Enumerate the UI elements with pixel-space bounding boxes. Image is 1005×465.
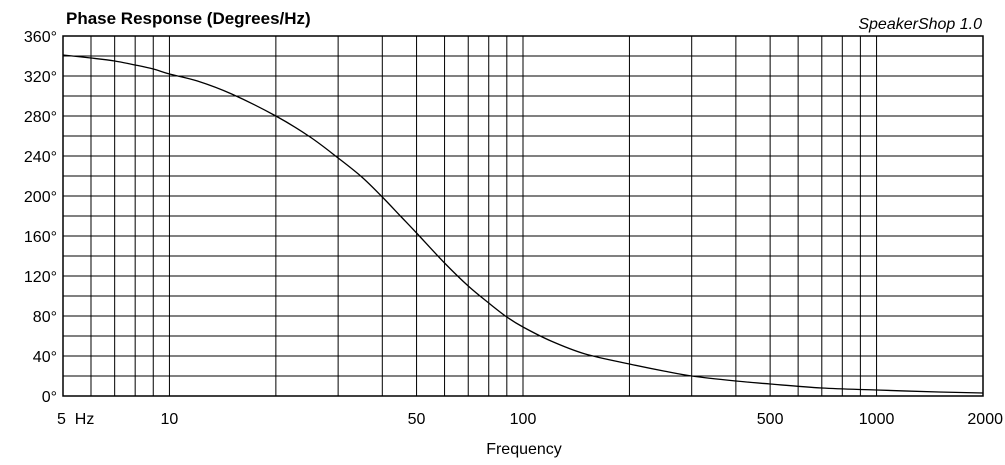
x-tick-label: 50 [408, 411, 426, 428]
x-tick-label: 100 [510, 411, 537, 428]
y-tick-label: 120° [24, 269, 57, 286]
x-axis-ticks: 5 Hz 10 50 100 500 1000 2000 [57, 411, 1003, 428]
y-tick-label: 280° [24, 109, 57, 126]
x-tick-label: 10 [161, 411, 179, 428]
phase-curve [62, 54, 984, 394]
y-axis-ticks: 0° 40° 80° 120° 160° 200° 240° 280° 320° 360° [24, 29, 57, 406]
chart-title: Phase Response (Degrees/Hz) [66, 9, 311, 28]
y-tick-label: 360° [24, 29, 57, 46]
x-axis-label: Frequency [486, 441, 562, 458]
y-tick-label: 0° [42, 389, 57, 406]
y-tick-label: 320° [24, 69, 57, 86]
grid [63, 36, 983, 396]
y-tick-label: 200° [24, 189, 57, 206]
plot-frame [62, 35, 984, 397]
brand-label: SpeakerShop 1.0 [858, 16, 982, 33]
y-tick-label: 160° [24, 229, 57, 246]
x-tick-label: 2000 [967, 411, 1003, 428]
y-tick-label: 240° [24, 149, 57, 166]
x-tick-label: 5 Hz [57, 411, 94, 428]
x-tick-label: 1000 [859, 411, 895, 428]
y-tick-label: 80° [33, 309, 57, 326]
y-tick-label: 40° [33, 349, 57, 366]
x-tick-label: 500 [757, 411, 784, 428]
